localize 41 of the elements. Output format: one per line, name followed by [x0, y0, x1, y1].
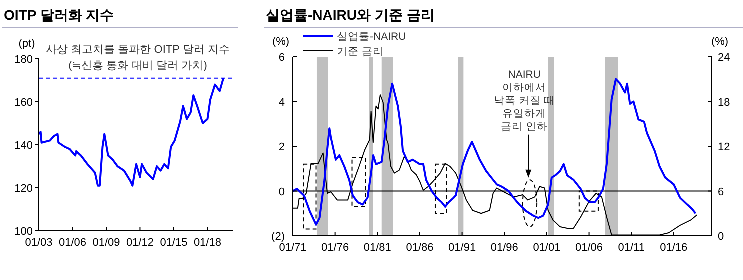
y-tick-label: 160 [14, 97, 33, 109]
legend-label: 실업률-NAIRU [337, 31, 406, 43]
x-tick-label: 01/01 [533, 242, 561, 254]
y2-tick-label: 12 [718, 142, 730, 154]
x-tick-label: 01/09 [92, 237, 120, 249]
y2-tick-label: 24 [718, 52, 730, 64]
y-tick-label: 4 [278, 96, 285, 109]
annotation: NAIRU 이하에서 낙폭 커질 때 유일하게 금리 인하 [494, 68, 556, 133]
y-tick-label: 180 [14, 54, 33, 66]
x-tick-label: 01/15 [160, 237, 188, 249]
y-tick-label: (2) [272, 231, 285, 243]
x-tick-label: 01/12 [126, 237, 154, 249]
chart-title: OITP 달러화 지수 [4, 7, 114, 23]
y-tick-label: 6 [278, 52, 285, 64]
x-tick-label: 01/06 [58, 237, 87, 249]
x-tick-label: 01/16 [660, 242, 688, 254]
x-tick-label: 01/03 [25, 237, 53, 249]
text: 사상 최고치를 돌파한 OITP 달러 지수 [46, 44, 230, 56]
x-tick-label: 01/11 [618, 242, 645, 254]
y-tick-label: 140 [14, 140, 33, 152]
y2-tick-label: 6 [718, 186, 724, 198]
y-tick-label: 120 [14, 183, 33, 195]
y-axis-title: (pt) [18, 38, 36, 50]
x-tick-label: 01/06 [576, 242, 604, 254]
y2-tick-label: 18 [718, 96, 730, 109]
x-tick-label: 01/18 [194, 237, 222, 249]
x-tick-label: 01/81 [364, 242, 392, 254]
y-tick-label: 0 [278, 186, 285, 198]
y2-axis-title: (%) [711, 36, 729, 48]
legend-label: 기준 금리 [337, 46, 384, 58]
y-tick-label: 2 [278, 142, 285, 154]
x-tick-label: 01/76 [322, 242, 350, 254]
y-tick-label: 100 [14, 226, 33, 238]
x-tick-label: 01/86 [406, 242, 434, 254]
x-tick-label: 01/71 [279, 242, 307, 254]
y-axis-title: (%) [272, 36, 290, 48]
x-tick-label: 01/96 [490, 242, 518, 254]
chart-title: 실업률-NAIRU와 기준 금리 [266, 7, 435, 23]
y2-tick-label: 0 [718, 231, 724, 243]
annotation: (≒신흥 통화 대비 달러 가치) [68, 60, 208, 72]
x-tick-label: 01/91 [448, 242, 476, 254]
